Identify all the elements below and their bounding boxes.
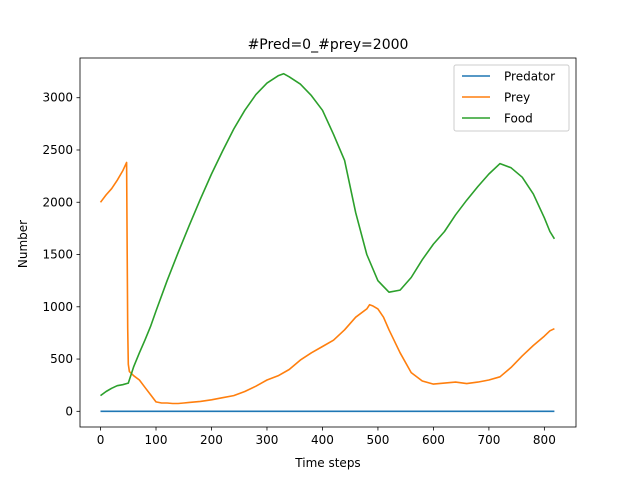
axes-layer: 0 100 200 300 400 500 600 700 800 0 500 1000 1500 200… [42,57,577,447]
x-tick-label: 700 [477,433,500,447]
y-tick-label: 500 [50,352,73,366]
legend-label-prey: Prey [504,91,530,105]
y-tick-label: 3000 [42,91,73,105]
x-tick-label: 0 [97,433,105,447]
legend: Predator Prey Food [453,64,570,132]
y-tick-label: 1000 [42,300,73,314]
chart-title: #Pred=0_#prey=2000 [248,37,409,53]
y-tick-label: 2500 [42,143,73,157]
x-tick-label: 600 [422,433,445,447]
series-layer [99,72,556,413]
x-tick-label: 400 [311,433,334,447]
legend-label-predator: Predator [504,70,555,84]
legend-box [453,64,570,132]
y-tick-label: 0 [65,404,73,418]
y-axis-label: Number [16,220,30,268]
legend-label-food: Food [504,112,533,126]
y-tick-label: 2000 [42,195,73,209]
x-tick-label: 200 [200,433,223,447]
x-axis-label: Time steps [294,456,360,470]
y-tick-label: 1500 [42,248,73,262]
series-line-food [100,72,556,397]
x-tick-label: 300 [256,433,279,447]
plot-frame [79,57,577,428]
x-tick-label: 500 [366,433,389,447]
x-tick-label: 100 [145,433,168,447]
x-tick-label: 800 [533,433,556,447]
